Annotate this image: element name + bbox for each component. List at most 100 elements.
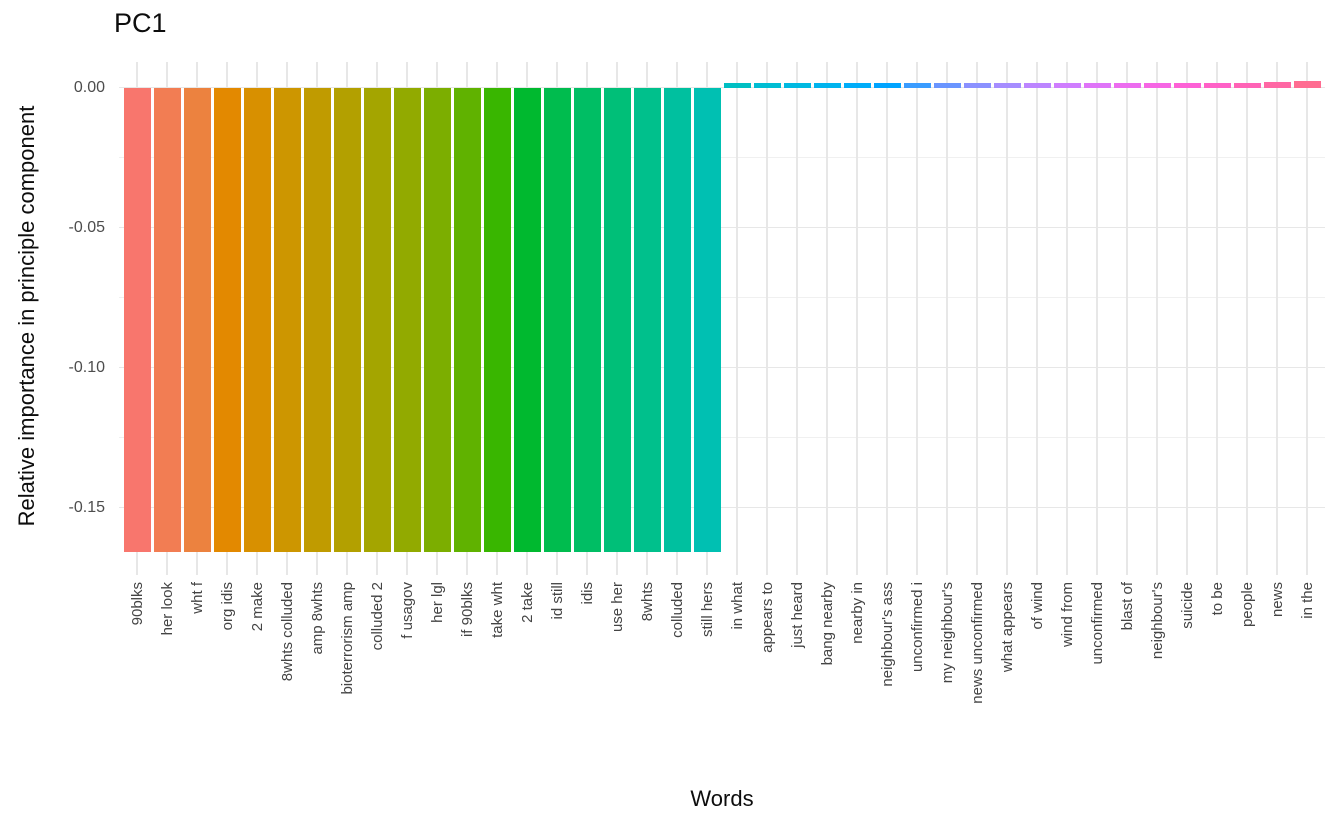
bar bbox=[303, 87, 331, 553]
x-tick-label: people bbox=[1238, 582, 1256, 628]
gridline-vertical bbox=[1156, 62, 1158, 575]
bar bbox=[1143, 83, 1171, 88]
x-tick-label: neighbour's ass bbox=[878, 582, 896, 687]
bar bbox=[243, 87, 271, 553]
bar bbox=[1233, 83, 1261, 88]
gridline-horizontal-major bbox=[119, 226, 1325, 229]
bar bbox=[1293, 81, 1321, 88]
gridline-vertical bbox=[1246, 62, 1248, 575]
x-tick-label: colluded bbox=[668, 582, 686, 638]
gridline-horizontal-major bbox=[119, 366, 1325, 369]
x-tick-label: suicide bbox=[1178, 582, 1196, 629]
x-tick-label: colluded 2 bbox=[368, 582, 386, 651]
bar bbox=[423, 87, 451, 553]
x-tick-label: use her bbox=[608, 582, 626, 633]
x-tick-label: blast of bbox=[1118, 582, 1136, 631]
x-tick-label: if 90blks bbox=[458, 582, 476, 638]
gridline-vertical bbox=[826, 62, 828, 575]
bar bbox=[573, 87, 601, 553]
x-tick-label: bioterrorism amp bbox=[338, 582, 356, 695]
gridline-vertical bbox=[1306, 62, 1308, 575]
x-tick-label: in the bbox=[1298, 582, 1316, 619]
gridline-vertical bbox=[736, 62, 738, 575]
x-tick-label: take wht bbox=[488, 582, 506, 638]
x-tick-label: her look bbox=[158, 582, 176, 636]
x-tick-label: to be bbox=[1208, 582, 1226, 616]
x-tick-label: 90blks bbox=[128, 582, 146, 626]
bar bbox=[1113, 83, 1141, 88]
bar bbox=[753, 83, 781, 88]
gridline-vertical bbox=[1006, 62, 1008, 575]
bar bbox=[903, 83, 931, 88]
gridline-horizontal-minor bbox=[119, 297, 1325, 299]
x-tick-label: of wind bbox=[1028, 582, 1046, 630]
bar bbox=[1083, 83, 1111, 88]
bar bbox=[333, 87, 361, 553]
bar bbox=[663, 87, 691, 553]
bar bbox=[783, 83, 811, 88]
bar bbox=[453, 87, 481, 553]
gridline-vertical bbox=[1276, 62, 1278, 575]
bar bbox=[183, 87, 211, 553]
gridline-vertical bbox=[796, 62, 798, 575]
gridline-horizontal-major bbox=[119, 506, 1325, 509]
x-tick-label: org idis bbox=[218, 582, 236, 631]
x-tick-label: 2 take bbox=[518, 582, 536, 623]
gridline-vertical bbox=[976, 62, 978, 575]
bar bbox=[933, 83, 961, 88]
gridline-vertical bbox=[886, 62, 888, 575]
gridline-horizontal-minor bbox=[119, 157, 1325, 159]
bar bbox=[543, 87, 571, 553]
x-tick-label: news bbox=[1268, 582, 1286, 618]
bar bbox=[843, 83, 871, 88]
x-tick-label: wht f bbox=[188, 582, 206, 614]
x-tick-label: just heard bbox=[788, 582, 806, 648]
y-axis-title: Relative importance in principle compone… bbox=[14, 105, 39, 527]
gridline-vertical bbox=[946, 62, 948, 575]
x-tick-label: appears to bbox=[758, 582, 776, 653]
x-axis-title: Words bbox=[690, 786, 754, 811]
x-tick-label: 8whts colluded bbox=[278, 582, 296, 682]
x-tick-label: 8whts bbox=[638, 582, 656, 622]
gridline-vertical bbox=[1066, 62, 1068, 575]
x-tick-label: bang nearby bbox=[818, 582, 836, 666]
gridline-vertical bbox=[916, 62, 918, 575]
y-tick-label: -0.10 bbox=[68, 358, 105, 376]
x-tick-label: in what bbox=[728, 582, 746, 630]
x-tick-label: news unconfirmed bbox=[968, 582, 986, 704]
x-tick-label: unconfirmed bbox=[1088, 582, 1106, 665]
bar bbox=[1173, 83, 1201, 88]
bar bbox=[273, 87, 301, 553]
gridline-vertical bbox=[1186, 62, 1188, 575]
x-tick-label: still hers bbox=[698, 582, 716, 638]
bar bbox=[1203, 83, 1231, 88]
bar bbox=[153, 87, 181, 553]
bar bbox=[693, 87, 721, 553]
gridline-vertical bbox=[766, 62, 768, 575]
bar bbox=[603, 87, 631, 553]
x-tick-label: nearby in bbox=[848, 582, 866, 644]
y-tick-label: -0.15 bbox=[68, 498, 105, 516]
gridline-vertical bbox=[1096, 62, 1098, 575]
x-tick-label: my neighbour's bbox=[938, 582, 956, 684]
x-tick-label: unconfirmed i bbox=[908, 582, 926, 673]
bar bbox=[1053, 83, 1081, 88]
x-tick-label: idis bbox=[578, 582, 596, 605]
gridline-vertical bbox=[1126, 62, 1128, 575]
gridline-horizontal-major bbox=[119, 86, 1325, 89]
bar bbox=[963, 83, 991, 88]
bar bbox=[633, 87, 661, 553]
x-tick-label: f usagov bbox=[398, 582, 416, 639]
x-tick-label: her lgl bbox=[428, 582, 446, 623]
bar bbox=[483, 87, 511, 553]
x-tick-label: amp 8whts bbox=[308, 582, 326, 655]
bar bbox=[123, 87, 151, 553]
gridline-vertical bbox=[856, 62, 858, 575]
x-tick-label: wind from bbox=[1058, 582, 1076, 648]
bar bbox=[723, 83, 751, 88]
gridline-horizontal-minor bbox=[119, 437, 1325, 439]
x-tick-label: what appears bbox=[998, 582, 1016, 673]
gridline-vertical bbox=[1216, 62, 1218, 575]
bar bbox=[813, 83, 841, 88]
